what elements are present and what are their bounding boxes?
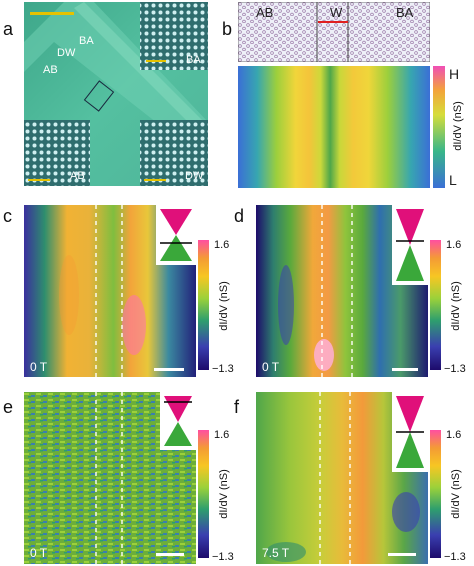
panel-c-label: c [3,206,12,226]
dirac-cone-inset [160,392,196,450]
cb-f-max: 1.6 [446,429,462,441]
inset-ab [24,120,90,186]
panel-a-label: a [3,19,14,39]
panel-b-ldos-map [238,66,430,188]
panel-d-label: d [234,206,245,226]
label-b-w: W [330,5,343,20]
cb-c-max: 1.6 [214,239,230,251]
cb-c-label: dI/dV (nS) [218,281,230,331]
inset-ab-label: AB [70,170,85,182]
colorbar-d [430,240,441,370]
cb-c-min: −1.3 [212,363,234,375]
colorbar-low: L [449,172,457,188]
panel-e-label: e [3,397,14,417]
label-ab: AB [43,64,58,76]
dirac-cone-inset [392,205,428,285]
inset-dw-label: DW [185,170,204,182]
cb-d-min: −1.3 [444,363,466,375]
cb-e-min: −1.3 [212,551,234,563]
panel-f-label: f [234,397,240,417]
dirac-cone-inset [392,392,428,472]
field-f: 7.5 T [262,546,290,560]
cb-f-label: dI/dV (nS) [450,469,462,519]
field-c: 0 T [30,360,48,374]
label-dw: DW [57,47,76,59]
scalebar [154,368,184,371]
colorbar-f [430,430,441,558]
scan-region-box [83,80,115,112]
colorbar-c [198,240,209,370]
scalebar [388,553,416,556]
cb-e-label: dI/dV (nS) [218,469,230,519]
cb-f-min: −1.3 [444,551,466,563]
panel-b-colorbar [433,66,445,188]
inset-ba [140,2,208,70]
field-d: 0 T [262,360,280,374]
inset-dw [140,120,208,186]
panel-a-topography-image [24,2,208,186]
scalebar [156,553,184,556]
label-b-ab: AB [256,5,274,20]
label-b-ba: BA [396,5,414,20]
panel-c-map [24,205,196,377]
label-ba: BA [79,35,94,47]
colorbar-b-label: dI/dV (nS) [452,101,464,151]
panel-d-map [256,205,428,377]
field-e: 0 T [30,546,48,560]
panel-b-label: b [222,19,233,39]
cb-d-max: 1.6 [446,239,462,251]
scalebar [30,12,74,15]
colorbar-e [198,430,209,558]
colorbar-high: H [449,66,460,82]
panel-f-map [256,392,428,564]
cb-d-label: dI/dV (nS) [450,281,462,331]
inset-ba-label: BA [186,54,201,66]
cb-e-max: 1.6 [214,429,230,441]
scalebar [392,368,418,371]
panel-e-map [24,392,196,564]
panel-b-lattice-schematic [238,2,430,62]
dirac-cone-inset [156,205,196,265]
